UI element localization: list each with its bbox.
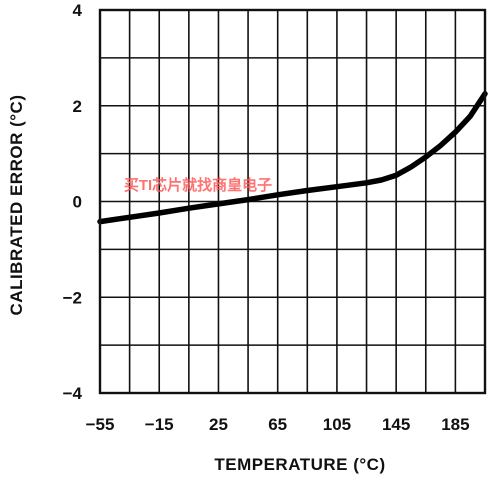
y-tick-label: 2 [73,97,82,116]
grid [100,10,485,393]
x-tick-label: 145 [382,415,410,434]
y-tick-labels: 4 2 0 −2 −4 [63,1,83,403]
x-tick-label: −55 [86,415,115,434]
x-tick-label: 25 [209,415,228,434]
x-tick-label: 65 [268,415,287,434]
y-tick-label: 4 [73,1,83,20]
x-tick-label: 105 [323,415,351,434]
series-line-0 [97,91,488,225]
x-tick-labels: −55 −15 25 65 105 145 185 [86,415,470,434]
plot-border [98,8,487,395]
y-tick-label: −4 [63,384,83,403]
plot-frame [98,8,487,395]
x-tick-label: 185 [441,415,469,434]
y-axis-title: CALIBRATED ERROR (°C) [7,95,26,316]
y-tick-label: −2 [63,288,82,307]
x-tick-label: −15 [145,415,174,434]
series-layer [97,91,488,225]
x-axis-title: TEMPERATURE (°C) [214,455,385,474]
watermark-text: 买TI芯片就找商皇电子 [124,176,272,194]
y-tick-label: 0 [73,193,82,212]
